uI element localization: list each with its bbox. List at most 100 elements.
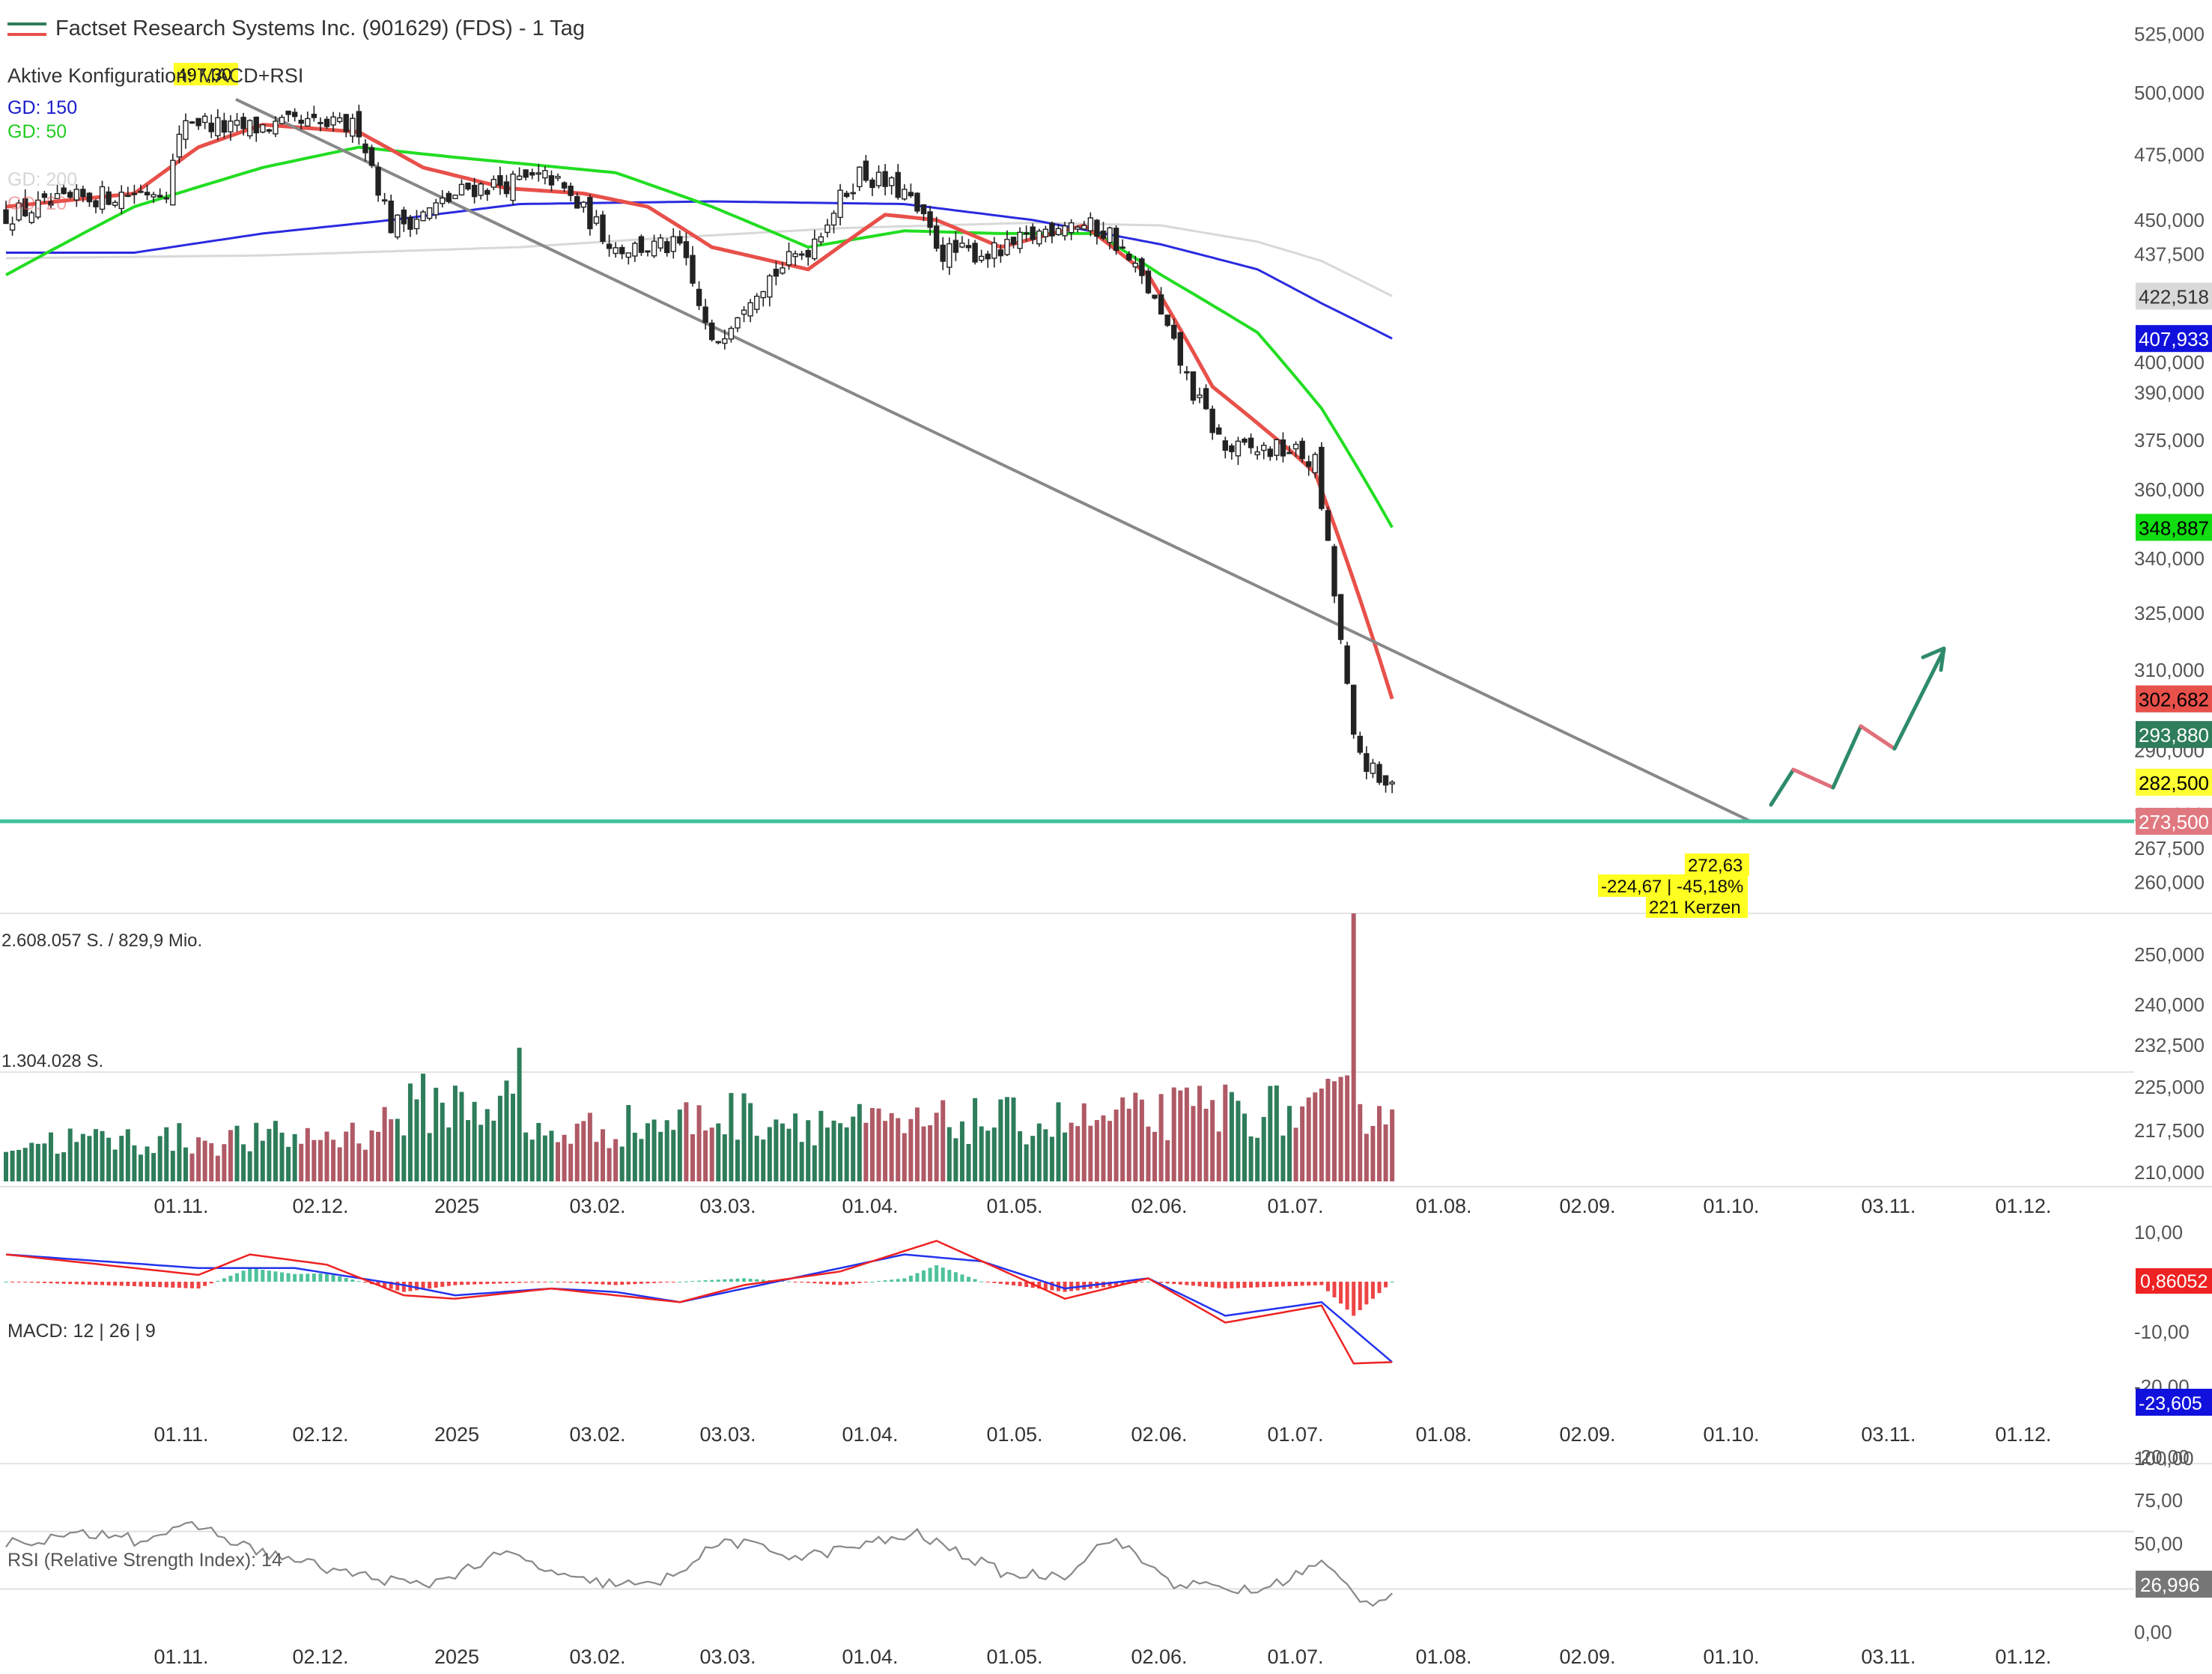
- volume-bar: [112, 1149, 118, 1181]
- volume-bar: [241, 1144, 246, 1181]
- candle-body: [914, 192, 920, 212]
- macd-histogram-bar: [241, 1270, 246, 1282]
- volume-bar: [581, 1121, 586, 1181]
- macd-histogram-bar: [1255, 1282, 1260, 1288]
- macd-histogram-bar: [440, 1282, 445, 1287]
- chart-title-bar: Factset Research Systems Inc. (901629) (…: [7, 16, 585, 41]
- candle-body: [343, 114, 349, 133]
- macd-histogram-bar: [877, 1281, 881, 1282]
- volume-bar: [93, 1129, 98, 1181]
- volume-bar: [818, 1110, 824, 1181]
- macd-histogram-bar: [960, 1274, 964, 1282]
- forecast-path: [1859, 724, 1897, 751]
- volume-max-label: 2.608.057 S. / 829,9 Mio.: [1, 931, 202, 951]
- candle-body: [48, 201, 54, 206]
- candle-body: [548, 175, 555, 186]
- volume-bar: [138, 1154, 143, 1181]
- candle-body: [580, 201, 586, 208]
- candle-body: [497, 174, 503, 186]
- macd-histogram-bar: [1268, 1282, 1272, 1287]
- config-label[interactable]: Aktive Konfiguration: MACD+RSI: [7, 64, 304, 87]
- volume-bar: [941, 1100, 946, 1181]
- volume-bar: [1107, 1121, 1113, 1181]
- volume-bar: [1300, 1106, 1305, 1181]
- volume-bar: [87, 1136, 92, 1181]
- macd-histogram-bar: [235, 1273, 240, 1282]
- volume-bar: [1280, 1135, 1286, 1181]
- date-tick-label: 01.04.: [842, 1646, 898, 1668]
- candle-body: [709, 322, 715, 341]
- macd-label[interactable]: MACD: 12 | 26 | 9: [7, 1321, 156, 1342]
- volume-bar: [10, 1151, 15, 1181]
- candle-body: [151, 194, 157, 198]
- candle-body: [1113, 228, 1119, 252]
- volume-bar: [459, 1092, 464, 1181]
- macd-histogram-bar: [613, 1282, 618, 1285]
- trendline-layer[interactable]: [0, 97, 2134, 824]
- macd-histogram-bar: [1280, 1282, 1285, 1287]
- annotation-badge: [1685, 853, 1749, 876]
- date-tick-label: 01.11.: [154, 1195, 208, 1217]
- price-tick-label: 310,000: [2134, 659, 2205, 681]
- volume-bar: [966, 1143, 971, 1181]
- date-tick-label: 01.05.: [986, 1646, 1042, 1668]
- macd-histogram-bar: [941, 1267, 945, 1282]
- price-tick-label: 437,500: [2134, 243, 2205, 265]
- candle-body: [1222, 440, 1229, 451]
- axes: 525,000 500,000 475,000 450,000 437,500 400,0…: [154, 22, 2212, 1668]
- candle-body: [715, 341, 721, 344]
- volume-bar: [709, 1127, 714, 1181]
- price-tick-label: 340,000: [2134, 547, 2205, 570]
- macd-histogram-bar: [132, 1282, 136, 1287]
- volume-bar: [774, 1119, 779, 1181]
- ma20-label[interactable]: GD: 20: [7, 193, 67, 214]
- ma150-label[interactable]: GD: 150: [7, 97, 78, 118]
- macd-histogram-bar: [607, 1282, 612, 1285]
- rsi-panel: [0, 1521, 2134, 1607]
- macd-histogram-bar: [1287, 1282, 1292, 1287]
- candle-body: [99, 186, 106, 210]
- forecast-path: [1831, 724, 1863, 790]
- rsi-label[interactable]: RSI (Relative Strength Index): 14: [7, 1550, 282, 1571]
- volume-bar: [1383, 1124, 1388, 1181]
- macd-histogram-bar: [306, 1273, 310, 1282]
- macd-histogram-bar: [639, 1282, 643, 1284]
- candle-body: [702, 306, 708, 323]
- macd-histogram-bar: [1063, 1282, 1067, 1292]
- volume-tick-label: 240,000: [2134, 993, 2205, 1016]
- macd-signal-line: [5, 1253, 1393, 1363]
- ma200-label[interactable]: GD: 200: [7, 169, 78, 190]
- price-badge: [2136, 325, 2212, 353]
- ma50-label[interactable]: GD: 50: [7, 121, 67, 142]
- macd-histogram-bar: [139, 1282, 143, 1287]
- volume-bar: [1043, 1129, 1048, 1181]
- volume-bar: [1203, 1108, 1209, 1181]
- candle-body: [490, 178, 497, 188]
- candle-body: [1023, 232, 1030, 235]
- candle-body: [1107, 227, 1113, 243]
- date-tick-label: 03.11.: [1861, 1646, 1915, 1668]
- candle-body: [28, 212, 34, 223]
- volume-bar: [703, 1130, 708, 1181]
- volume-bar: [806, 1120, 811, 1181]
- price-tick-label: 500,000: [2134, 82, 2205, 104]
- volume-bar: [434, 1087, 439, 1181]
- candle-body: [253, 116, 259, 134]
- volume-bar: [619, 1146, 625, 1181]
- candle-body: [138, 190, 144, 193]
- price-badge: [2136, 514, 2212, 541]
- macd-histogram-bar: [967, 1276, 970, 1282]
- macd-histogram-bar: [158, 1282, 162, 1288]
- candle-body: [722, 338, 728, 344]
- volume-bar: [1325, 1079, 1331, 1181]
- candle-body: [895, 171, 901, 198]
- macd-histogram-bar: [1300, 1282, 1304, 1286]
- volume-bar: [902, 1133, 907, 1181]
- macd-histogram-bar: [1236, 1282, 1240, 1288]
- volume-bar: [362, 1149, 368, 1181]
- candle-body: [600, 214, 606, 243]
- candle-body: [1344, 645, 1350, 684]
- date-tick-label: 01.07.: [1267, 1195, 1323, 1217]
- candle-body: [1299, 440, 1305, 460]
